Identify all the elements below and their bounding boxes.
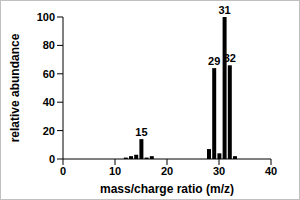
svg-text:20: 20 bbox=[161, 165, 173, 177]
svg-text:0: 0 bbox=[60, 165, 66, 177]
svg-text:40: 40 bbox=[43, 96, 55, 108]
svg-text:29: 29 bbox=[208, 55, 220, 67]
svg-text:30: 30 bbox=[213, 165, 225, 177]
svg-text:15: 15 bbox=[135, 126, 147, 138]
svg-text:0: 0 bbox=[49, 153, 55, 165]
svg-text:60: 60 bbox=[43, 68, 55, 80]
svg-text:relative abundance: relative abundance bbox=[8, 33, 22, 142]
svg-text:40: 40 bbox=[265, 165, 277, 177]
svg-text:100: 100 bbox=[37, 11, 55, 23]
svg-text:32: 32 bbox=[224, 52, 236, 64]
svg-text:31: 31 bbox=[218, 4, 230, 16]
svg-text:10: 10 bbox=[109, 165, 121, 177]
svg-text:80: 80 bbox=[43, 39, 55, 51]
svg-text:mass/charge ratio (m/z): mass/charge ratio (m/z) bbox=[100, 182, 234, 196]
svg-text:20: 20 bbox=[43, 125, 55, 137]
